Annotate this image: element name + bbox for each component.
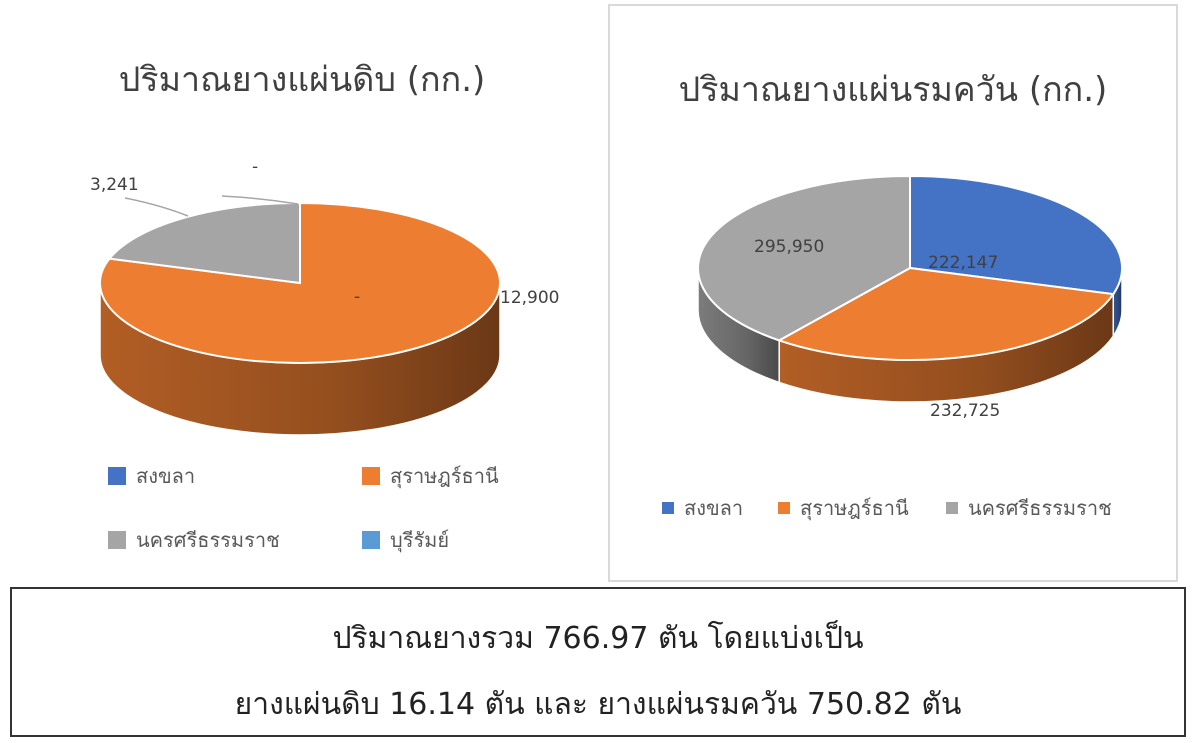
legend-label: สงขลา xyxy=(684,496,744,520)
smoked-rubber-chart-panel: ปริมาณยางแผ่นรมควัน (กก.) 222,147 232,725… xyxy=(608,4,1178,582)
legend-item: สุราษฎร์ธานี xyxy=(778,492,909,524)
data-label: 222,147 xyxy=(928,253,998,273)
legend-swatch xyxy=(778,502,790,514)
legend-label: สุราษฎร์ธานี xyxy=(390,464,499,488)
legend-swatch xyxy=(362,531,380,549)
leader-line xyxy=(124,197,189,217)
pie-slice xyxy=(697,174,911,342)
data-label: - xyxy=(354,287,360,307)
summary-line: ยางแผ่นดิบ 16.14 ตัน และ ยางแผ่นรมควัน 7… xyxy=(234,687,962,722)
legend-label: นครศรีธรรมราช xyxy=(968,496,1112,520)
summary-line: ปริมาณยางรวม 766.97 ตัน โดยแบ่งเป็น xyxy=(332,621,864,656)
chart-title: ปริมาณยางแผ่นดิบ (กก.) xyxy=(118,60,486,100)
data-label: 232,725 xyxy=(930,401,1000,421)
data-labels: 222,147 232,725 295,950 xyxy=(754,237,1000,421)
legend-item: สุราษฎร์ธานี xyxy=(362,460,499,492)
summary-box: ปริมาณยางรวม 766.97 ตัน โดยแบ่งเป็น ยางแ… xyxy=(10,587,1186,737)
data-label: - xyxy=(252,157,258,177)
pie-slice xyxy=(107,201,301,285)
data-label: 12,900 xyxy=(500,288,559,308)
data-label: 3,241 xyxy=(90,175,139,195)
smoked-rubber-pie-chart: 222,147 232,725 295,950 xyxy=(697,174,1123,421)
legend-item: บุรีรัมย์ xyxy=(362,524,449,556)
data-label: 295,950 xyxy=(754,237,824,257)
legend-item: นครศรีธรรมราช xyxy=(946,492,1112,524)
legend-label: บุรีรัมย์ xyxy=(390,528,450,552)
pie-slices xyxy=(99,201,501,364)
legend-label: สุราษฎร์ธานี xyxy=(800,496,909,520)
legend-item: สงขลา xyxy=(662,492,743,524)
legend-label: นครศรีธรรมราช xyxy=(136,528,280,552)
legend-label: สงขลา xyxy=(136,464,196,488)
raw-rubber-chart-panel: ปริมาณยางแผ่นดิบ (กก.) - 12,900 3,241 - สงข… xyxy=(0,0,604,582)
legend-item: สงขลา xyxy=(108,460,195,492)
data-labels: - 12,900 3,241 - xyxy=(90,157,559,308)
pie-slice xyxy=(776,266,1116,361)
legend-swatch xyxy=(362,467,380,485)
pie-slices xyxy=(697,174,1123,361)
raw-rubber-pie-chart: - 12,900 3,241 - xyxy=(90,157,559,436)
legend-swatch xyxy=(662,502,674,514)
legend-swatch xyxy=(108,531,126,549)
pie-slice xyxy=(909,174,1123,296)
legend-item: นครศรีธรรมราช xyxy=(108,524,280,556)
chart-title: ปริมาณยางแผ่นรมควัน (กก.) xyxy=(678,70,1108,110)
leader-line xyxy=(221,195,299,205)
legend-swatch xyxy=(946,502,958,514)
legend-swatch xyxy=(108,467,126,485)
